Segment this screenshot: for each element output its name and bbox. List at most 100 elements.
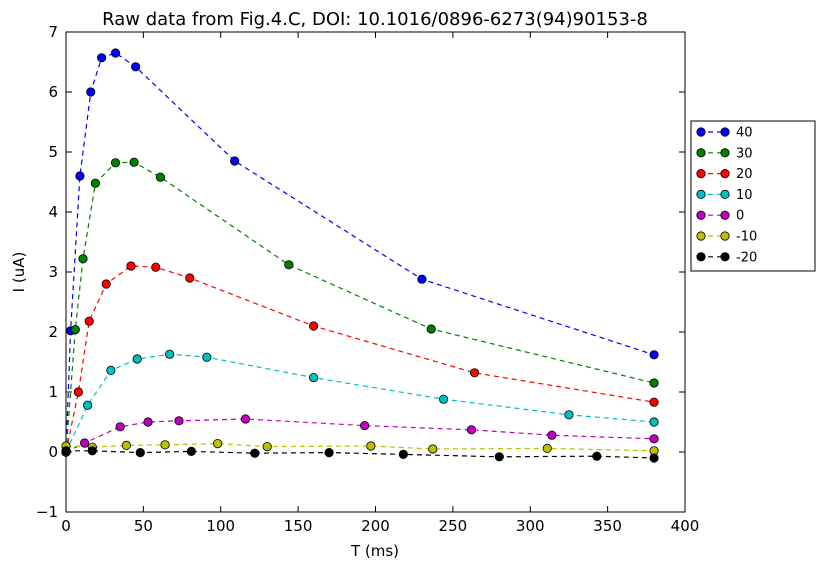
data-point [494,452,504,462]
data-point [129,157,139,167]
data-point [262,441,272,452]
data-point [649,417,659,427]
y-axis-label: I (uA) [10,252,28,293]
data-point [240,414,251,424]
series-line-10 [65,353,655,453]
legend-marker [720,169,730,179]
y-tick-label: 4 [48,203,58,221]
data-point [132,354,142,364]
data-point [438,394,449,404]
data-point [83,400,93,410]
data-point [202,352,212,362]
data-point [131,62,141,72]
x-tick-label: 200 [361,517,390,535]
data-point [547,430,557,440]
data-point [466,425,477,435]
data-point [101,279,111,289]
data-point [106,365,116,375]
x-tick-label: 50 [134,517,153,535]
y-tick-label: 5 [48,143,58,161]
series-line-0 [65,418,655,453]
y-tick-label: 3 [48,263,58,281]
y-tick-label: 0 [48,443,58,461]
x-axis-label: T (ms) [350,542,399,560]
data-point [649,350,659,360]
data-point [185,273,195,283]
data-point [61,446,71,456]
data-point [284,260,294,270]
plot-area [65,31,686,513]
data-point [126,261,136,271]
data-point [426,324,436,334]
data-point [308,321,319,331]
data-point [186,446,196,456]
x-tick-label: 150 [284,517,313,535]
x-tick-label: 400 [671,517,700,535]
x-tick-label: 300 [516,517,545,535]
data-point [70,324,80,335]
data-point [115,422,125,432]
data-point [649,434,659,444]
legend-label: 10 [736,188,753,203]
legend-marker [696,210,706,220]
data-point [110,48,121,58]
data-point [121,440,131,450]
y-tick-label: 6 [48,83,58,101]
data-point [110,158,121,168]
y-tick-label: −1 [36,503,58,521]
legend-marker [720,231,730,241]
series-line--20 [66,450,655,459]
data-point [230,156,240,166]
chart-title: Raw data from Fig.4.C, DOI: 10.1016/0896… [102,9,648,30]
data-point [174,416,184,426]
legend-label: -10 [736,230,757,245]
legend-marker [720,252,730,262]
data-point [360,420,370,431]
legend: 40 30 20 10 0 -10 -20 [690,120,816,272]
series-markers [61,48,659,463]
data-point [90,178,101,188]
x-tick-label: 350 [593,517,622,535]
series-line-20 [65,265,655,453]
legend-marker [696,169,706,179]
data-point [649,397,659,407]
data-point [86,87,96,97]
y-tick-label: 2 [48,323,58,341]
data-point [469,368,480,378]
x-tick-label: 100 [206,517,235,535]
data-point [73,387,83,397]
data-point [78,254,88,264]
data-point [75,171,85,181]
legend-marker [720,189,730,199]
data-point [151,262,161,272]
legend-label: 40 [736,126,753,141]
data-point [649,453,659,463]
y-tick-label: 7 [48,23,58,41]
data-point [96,53,107,63]
data-point [213,438,223,449]
data-point [592,451,602,461]
legend-label: 30 [736,146,753,161]
y-tick-label: 1 [48,383,58,401]
x-tick-label: 0 [61,517,71,535]
data-point [84,316,94,326]
series-line-30 [65,161,655,453]
data-point [398,449,408,459]
series-line--10 [65,442,655,452]
legend-marker [696,231,706,241]
data-point [79,438,90,448]
legend-marker [720,210,730,220]
legend-marker [696,189,706,199]
data-point [649,378,659,388]
legend-marker [720,127,730,137]
data-point [428,444,438,454]
legend-label: 0 [736,209,744,224]
legend-marker [696,148,706,158]
data-point [160,440,170,450]
legend-label: 20 [736,167,753,182]
data-point [564,410,574,420]
data-point [542,443,552,453]
data-point [366,441,376,451]
series-lines [65,52,655,459]
